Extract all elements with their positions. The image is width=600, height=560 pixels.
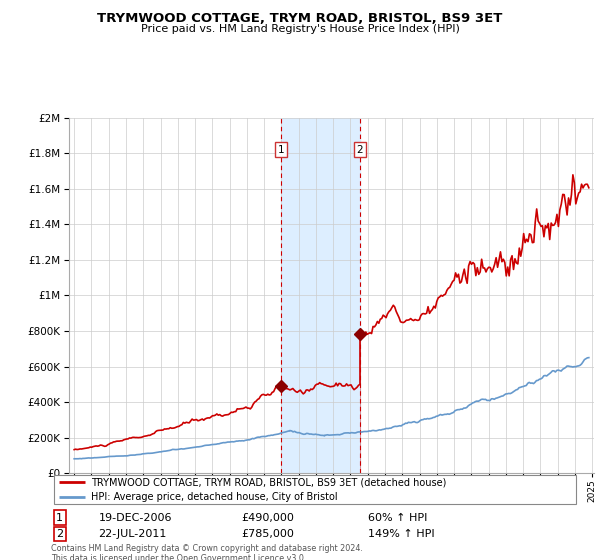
Text: £785,000: £785,000	[241, 529, 294, 539]
Text: 1: 1	[56, 512, 63, 522]
Text: 2: 2	[356, 144, 364, 155]
Text: TRYMWOOD COTTAGE, TRYM ROAD, BRISTOL, BS9 3ET (detached house): TRYMWOOD COTTAGE, TRYM ROAD, BRISTOL, BS…	[91, 477, 446, 487]
Text: 60% ↑ HPI: 60% ↑ HPI	[368, 512, 427, 522]
Text: £490,000: £490,000	[241, 512, 294, 522]
Text: 19-DEC-2006: 19-DEC-2006	[98, 512, 172, 522]
Text: HPI: Average price, detached house, City of Bristol: HPI: Average price, detached house, City…	[91, 492, 337, 502]
FancyBboxPatch shape	[53, 475, 577, 504]
Text: Contains HM Land Registry data © Crown copyright and database right 2024.
This d: Contains HM Land Registry data © Crown c…	[51, 544, 363, 560]
Text: 1: 1	[278, 144, 284, 155]
Text: 2: 2	[56, 529, 64, 539]
Text: 149% ↑ HPI: 149% ↑ HPI	[368, 529, 434, 539]
Text: TRYMWOOD COTTAGE, TRYM ROAD, BRISTOL, BS9 3ET: TRYMWOOD COTTAGE, TRYM ROAD, BRISTOL, BS…	[97, 12, 503, 25]
Text: 22-JUL-2011: 22-JUL-2011	[98, 529, 167, 539]
Text: Price paid vs. HM Land Registry's House Price Index (HPI): Price paid vs. HM Land Registry's House …	[140, 24, 460, 34]
Bar	[281, 118, 360, 473]
